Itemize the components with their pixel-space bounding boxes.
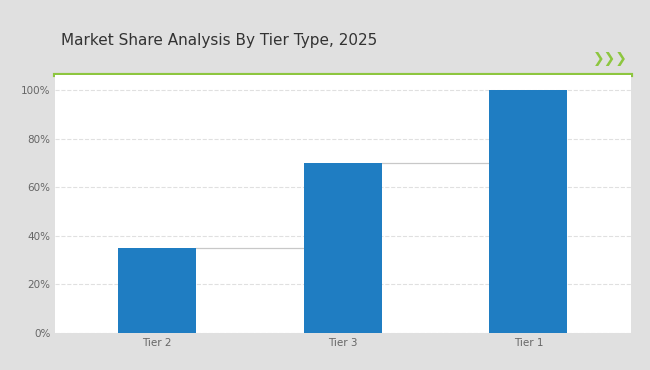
Bar — [118, 248, 196, 333]
Bar — [304, 163, 382, 333]
Bar — [489, 90, 567, 333]
Text: ❯❯❯: ❯❯❯ — [593, 53, 628, 66]
Text: Market Share Analysis By Tier Type, 2025: Market Share Analysis By Tier Type, 2025 — [61, 33, 377, 48]
